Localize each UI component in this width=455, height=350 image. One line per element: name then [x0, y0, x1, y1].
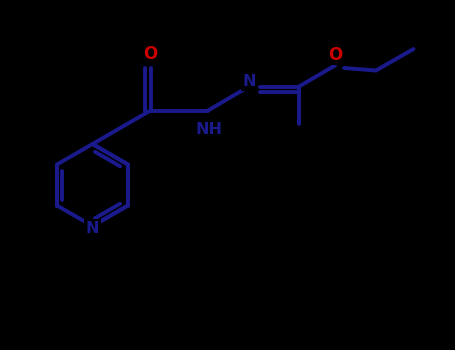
Text: NH: NH: [196, 122, 222, 137]
Text: O: O: [329, 46, 343, 63]
Text: O: O: [143, 45, 157, 63]
Text: N: N: [86, 221, 99, 236]
Text: N: N: [243, 74, 256, 89]
